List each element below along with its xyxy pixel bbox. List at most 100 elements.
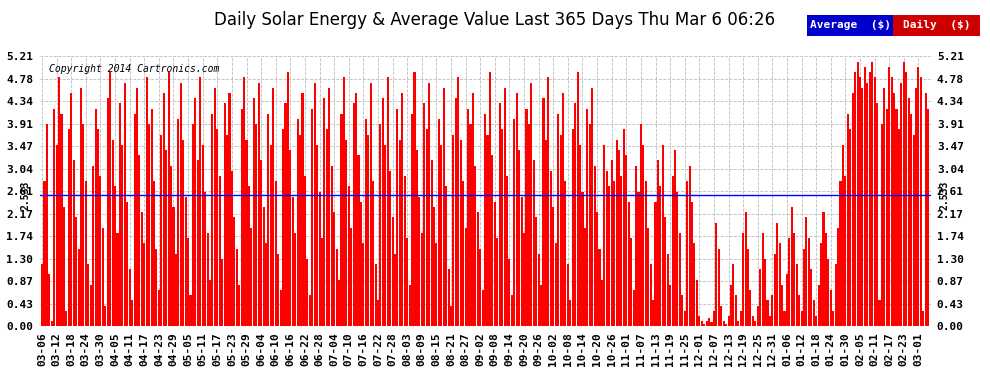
Bar: [838, 228, 840, 326]
Bar: [53, 109, 55, 326]
Bar: [302, 93, 304, 326]
Bar: [333, 212, 336, 326]
Bar: [618, 150, 620, 326]
Bar: [798, 295, 800, 326]
Bar: [783, 311, 786, 326]
Bar: [367, 135, 369, 326]
Bar: [192, 124, 194, 326]
Bar: [172, 207, 174, 326]
Bar: [657, 160, 659, 326]
Bar: [742, 233, 744, 326]
Bar: [511, 295, 513, 326]
Bar: [825, 233, 827, 326]
Bar: [788, 238, 790, 326]
Bar: [234, 217, 236, 326]
Bar: [431, 160, 433, 326]
Bar: [689, 166, 691, 326]
Bar: [80, 88, 82, 326]
Bar: [927, 109, 930, 326]
Bar: [591, 88, 593, 326]
Bar: [357, 155, 359, 326]
Bar: [761, 233, 763, 326]
Bar: [421, 233, 423, 326]
Bar: [289, 150, 291, 326]
Bar: [409, 285, 411, 326]
Bar: [846, 114, 848, 326]
Bar: [114, 186, 116, 326]
Bar: [684, 311, 686, 326]
Bar: [134, 114, 136, 326]
Bar: [362, 243, 364, 326]
Bar: [728, 316, 730, 326]
Bar: [131, 300, 133, 326]
Bar: [661, 145, 664, 326]
Bar: [486, 135, 489, 326]
Bar: [309, 295, 311, 326]
Bar: [360, 202, 362, 326]
Bar: [82, 124, 84, 326]
Bar: [751, 316, 754, 326]
Bar: [506, 176, 508, 326]
Bar: [155, 249, 157, 326]
Bar: [401, 93, 403, 326]
Bar: [389, 171, 391, 326]
Bar: [99, 176, 102, 326]
Bar: [686, 181, 688, 326]
Bar: [141, 212, 143, 326]
Bar: [446, 186, 447, 326]
Bar: [184, 197, 187, 326]
Bar: [552, 207, 554, 326]
Bar: [828, 259, 830, 326]
Bar: [864, 67, 866, 326]
Bar: [562, 93, 564, 326]
Bar: [231, 171, 233, 326]
Text: Daily  ($): Daily ($): [903, 20, 970, 30]
Bar: [718, 249, 720, 326]
Bar: [533, 160, 535, 326]
Bar: [70, 93, 72, 326]
Bar: [189, 295, 192, 326]
Bar: [109, 72, 111, 326]
Bar: [279, 290, 281, 326]
Bar: [518, 150, 520, 326]
Bar: [392, 217, 394, 326]
Bar: [467, 109, 469, 326]
Bar: [67, 129, 70, 326]
Bar: [708, 318, 710, 326]
Bar: [194, 98, 196, 326]
Bar: [394, 254, 396, 326]
Bar: [224, 104, 226, 326]
Bar: [643, 145, 644, 326]
Bar: [671, 176, 673, 326]
Bar: [868, 72, 871, 326]
Bar: [294, 233, 296, 326]
Bar: [764, 259, 766, 326]
Bar: [352, 104, 354, 326]
Text: 2.533: 2.533: [21, 180, 31, 210]
Bar: [589, 124, 591, 326]
Bar: [319, 192, 321, 326]
Bar: [628, 202, 630, 326]
Bar: [681, 295, 683, 326]
Bar: [177, 119, 179, 326]
Bar: [311, 109, 313, 326]
Text: Average  ($): Average ($): [810, 20, 891, 30]
Bar: [759, 269, 761, 326]
Bar: [63, 207, 65, 326]
Bar: [854, 72, 856, 326]
Bar: [414, 72, 416, 326]
Bar: [923, 311, 925, 326]
Bar: [833, 311, 835, 326]
Bar: [883, 88, 885, 326]
Bar: [274, 181, 277, 326]
Bar: [818, 285, 820, 326]
Bar: [419, 197, 421, 326]
Bar: [693, 243, 696, 326]
Bar: [666, 254, 668, 326]
Bar: [891, 78, 893, 326]
Bar: [252, 98, 254, 326]
Bar: [136, 88, 138, 326]
Bar: [90, 285, 92, 326]
Bar: [649, 264, 651, 326]
Bar: [549, 171, 551, 326]
